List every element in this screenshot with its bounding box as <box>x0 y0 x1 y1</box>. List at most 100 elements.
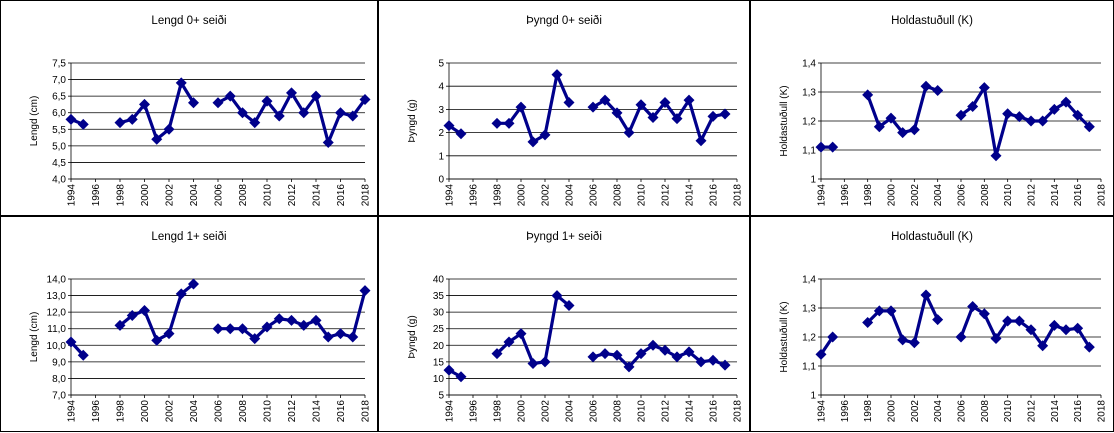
chart-panel-5: Þyngd 1+ seiði 5 10 15 20 25 30 35 40 Þyngd (g) 19… <box>378 216 750 432</box>
data-point <box>114 117 126 129</box>
x-tick-label: 2006 <box>214 184 225 207</box>
y-axis-label: Lengd (cm) <box>29 96 40 147</box>
data-point <box>249 117 261 129</box>
y-tick-label: 1,1 <box>802 362 816 373</box>
y-tick-label: 7,5 <box>52 59 66 70</box>
y-tick-label: 7,0 <box>52 75 66 86</box>
data-point <box>527 136 539 148</box>
x-tick-label: 1998 <box>116 184 127 207</box>
data-point <box>563 96 575 108</box>
x-tick-label: 2002 <box>910 184 921 207</box>
data-point <box>885 112 897 124</box>
data-point <box>1072 109 1084 121</box>
data-point <box>683 346 695 358</box>
x-tick-label: 2004 <box>189 400 200 423</box>
y-axis-label: Þyngd (g) <box>407 99 418 142</box>
x-tick-label: 1994 <box>817 400 828 423</box>
data-point <box>897 334 909 346</box>
x-tick-label: 2010 <box>263 184 274 207</box>
x-tick-label: 1996 <box>91 184 102 207</box>
chart-title: Lengd 1+ seiði <box>151 231 227 243</box>
data-point <box>175 77 187 89</box>
data-point <box>908 124 920 136</box>
x-tick-label: 2016 <box>1073 400 1084 423</box>
chart-title: Þyngd 0+ seiði <box>526 15 602 27</box>
data-point <box>286 87 297 99</box>
chart-panel-3: Holdastuðull (K) 1 1,1 1,2 1,3 1,4 Holdastuðul… <box>750 0 1114 216</box>
x-tick-label: 1998 <box>116 400 127 423</box>
data-point <box>551 69 563 81</box>
x-tick-label: 2012 <box>1027 184 1038 207</box>
data-point <box>65 113 77 125</box>
x-tick-label: 2014 <box>685 400 696 423</box>
chart-svg: 4,0 4,5 5,0 5,5 6,0 6,5 7,0 7,5 Lengd (cm) 1994 19… <box>29 59 372 207</box>
x-tick-label: 2000 <box>887 184 898 207</box>
y-tick-label: 25 <box>433 324 445 335</box>
data-point <box>298 107 310 119</box>
data-point <box>1037 340 1049 352</box>
chart-panel-4: Lengd 1+ seiði 7,0 8,0 9,0 10,0 11,0 12,0 13,0 1… <box>0 216 378 432</box>
y-axis-label: Holdastuðull (K) <box>778 301 790 372</box>
x-tick-label: 1994 <box>67 184 78 207</box>
y-tick-label: 6,5 <box>52 92 66 103</box>
data-point <box>527 358 539 370</box>
y-tick-label: 5 <box>438 391 444 402</box>
y-axis-label: Holdastuðull (K) <box>778 85 790 156</box>
x-tick-label: 2014 <box>1050 184 1061 207</box>
y-tick-label: 1,2 <box>802 333 816 344</box>
chart-svg: 5 10 15 20 25 30 35 40 Þyngd (g) 1994 1996 1998 2000… <box>407 275 744 423</box>
y-tick-label: 1,1 <box>802 146 816 157</box>
data-point <box>1013 315 1025 327</box>
data-point <box>955 109 967 121</box>
data-point <box>635 348 647 360</box>
x-tick-label: 2018 <box>1097 400 1108 423</box>
x-tick-label: 2000 <box>517 184 528 207</box>
data-point <box>322 331 334 343</box>
data-point <box>978 82 990 94</box>
y-tick-label: 15 <box>433 357 445 368</box>
data-point <box>873 305 885 317</box>
y-tick-label: 14,0 <box>47 275 67 286</box>
data-point <box>659 344 671 356</box>
data-point <box>587 351 599 363</box>
data-point <box>261 95 273 107</box>
data-point <box>503 336 515 348</box>
y-tick-label: 7,0 <box>52 391 66 402</box>
data-point <box>671 351 683 363</box>
chart-panel-6: Holdastuðull (K) 1 1,1 1,2 1,3 1,4 Holdastuðul… <box>750 216 1114 432</box>
data-point <box>967 301 979 313</box>
data-point <box>237 107 248 119</box>
x-tick-label: 2006 <box>589 400 600 423</box>
y-tick-label: 10 <box>433 374 445 385</box>
x-tick-label: 2008 <box>238 184 249 207</box>
data-point <box>188 278 199 290</box>
x-tick-label: 2018 <box>733 400 744 423</box>
x-tick-label: 2008 <box>613 184 624 207</box>
data-point <box>599 94 611 106</box>
x-tick-label: 2004 <box>189 184 200 207</box>
data-point <box>1048 319 1060 331</box>
data-point <box>503 117 515 129</box>
data-point <box>659 96 671 108</box>
y-tick-label: 12,0 <box>47 308 67 319</box>
x-tick-label: 1998 <box>863 184 874 207</box>
data-point <box>455 128 467 140</box>
y-tick-label: 1 <box>438 151 444 162</box>
x-tick-label: 2006 <box>957 184 968 207</box>
x-tick-label: 2012 <box>287 184 298 207</box>
x-tick-label: 1996 <box>840 400 851 423</box>
data-point <box>707 354 719 366</box>
data-point <box>719 108 731 120</box>
x-tick-label: 2010 <box>1003 184 1014 207</box>
data-point <box>955 331 967 343</box>
data-point <box>563 300 575 312</box>
x-tick-label: 2010 <box>1003 400 1014 423</box>
data-point <box>1025 115 1037 127</box>
y-tick-label: 5,0 <box>52 141 66 152</box>
series-line <box>495 293 571 366</box>
data-point <box>908 337 920 349</box>
chart-title: Holdastuðull (K) <box>891 15 973 27</box>
data-point <box>587 101 599 113</box>
data-point <box>1048 103 1060 115</box>
y-tick-label: 1,3 <box>802 304 816 315</box>
